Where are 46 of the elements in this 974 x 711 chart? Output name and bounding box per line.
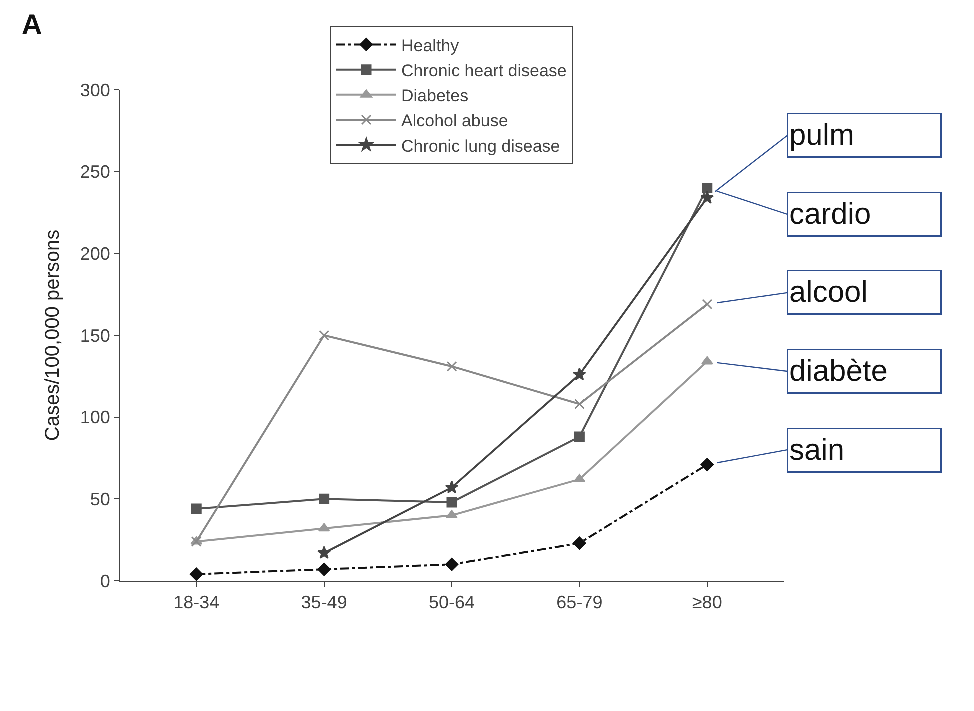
y-tick-label: 150 xyxy=(80,326,110,346)
x-tick-label: ≥80 xyxy=(692,592,722,613)
point xyxy=(574,474,586,483)
point xyxy=(574,398,585,410)
point xyxy=(573,536,586,550)
point xyxy=(445,558,459,572)
chart-title: A xyxy=(22,9,42,40)
x-tick-label: 18-34 xyxy=(174,592,220,613)
y-tick-label: 200 xyxy=(80,244,110,264)
annotation: cardio xyxy=(790,198,872,231)
legend-label: Chronic lung disease xyxy=(402,136,560,156)
point xyxy=(700,458,714,472)
point xyxy=(446,510,458,519)
point xyxy=(446,361,458,372)
annotation: sain xyxy=(790,434,845,467)
point xyxy=(445,480,459,494)
point xyxy=(190,568,204,581)
annotation: alcool xyxy=(790,276,868,309)
point xyxy=(574,432,585,442)
point xyxy=(318,523,330,532)
y-axis-title: Cases/100,000 persons xyxy=(42,230,64,442)
legend-label: Alcohol abuse xyxy=(402,112,508,131)
y-tick-label: 250 xyxy=(80,162,110,182)
point xyxy=(318,562,331,576)
point xyxy=(191,504,202,514)
point xyxy=(318,546,332,560)
point xyxy=(319,330,330,341)
legend-label: Diabetes xyxy=(402,86,469,106)
x-tick-label: 65-79 xyxy=(556,592,603,613)
point xyxy=(446,497,458,508)
point xyxy=(702,182,713,194)
legend-label: Chronic heart disease xyxy=(402,61,567,80)
x-tick-label: 50-64 xyxy=(428,592,476,613)
point xyxy=(700,190,714,204)
annotation: diabète xyxy=(790,355,888,388)
point xyxy=(702,299,713,310)
x-tick-label: 35-49 xyxy=(301,592,348,613)
y-tick-label: 100 xyxy=(80,408,110,428)
point xyxy=(319,494,330,504)
legend-label: Healthy xyxy=(402,36,460,56)
y-tick-label: 300 xyxy=(80,80,110,100)
point xyxy=(572,368,586,381)
y-tick-label: 50 xyxy=(90,489,110,510)
annotation: pulm xyxy=(790,119,855,152)
y-tick-label: 0 xyxy=(100,571,110,592)
point xyxy=(701,356,714,365)
